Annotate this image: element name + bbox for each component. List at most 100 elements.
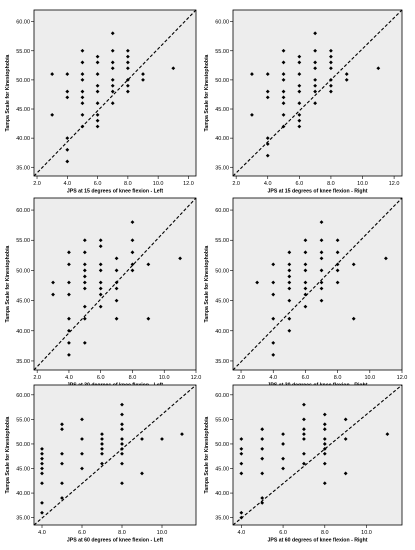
y-tick-label: 35.00 [16, 165, 30, 171]
data-point [260, 446, 265, 451]
data-point [82, 268, 87, 273]
x-tick-label: 2.0 [33, 181, 41, 187]
data-point [82, 280, 87, 285]
data-point [130, 262, 135, 267]
data-point [80, 124, 85, 129]
data-point [281, 101, 286, 106]
data-point [260, 437, 265, 441]
data-point [302, 451, 306, 456]
data-point [260, 427, 265, 432]
data-point [125, 89, 130, 94]
data-point [297, 72, 302, 76]
data-point [297, 118, 302, 123]
data-point [303, 304, 308, 309]
data-point [384, 256, 388, 261]
data-point [51, 280, 55, 285]
y-tick-label: 35.00 [16, 516, 30, 522]
data-point [120, 402, 124, 407]
data-point [125, 66, 130, 71]
data-point [322, 422, 327, 427]
data-point [40, 456, 44, 461]
data-point [329, 89, 333, 94]
y-tick-label: 60.00 [215, 208, 229, 214]
data-point [40, 500, 44, 505]
data-point [322, 481, 327, 486]
x-tick-label: 12.0 [191, 375, 202, 381]
data-point [110, 31, 115, 36]
data-point [260, 456, 265, 461]
data-point [95, 89, 100, 94]
y-tick-label: 50.00 [16, 78, 30, 84]
data-point [265, 89, 270, 94]
reference-line [232, 384, 403, 526]
data-point [160, 437, 164, 441]
data-point [281, 124, 286, 129]
data-point [319, 238, 324, 243]
data-point [271, 292, 276, 297]
data-point [297, 60, 302, 65]
data-point [120, 412, 124, 417]
data-point [178, 256, 183, 261]
data-point [120, 461, 124, 466]
data-point [335, 262, 340, 267]
data-point [60, 451, 64, 456]
data-point [120, 427, 124, 432]
data-point [287, 274, 292, 279]
data-point [82, 274, 87, 279]
data-point [65, 95, 70, 100]
y-tick-label: 55.00 [16, 417, 30, 423]
data-point [287, 280, 292, 285]
y-tick-label: 55.00 [16, 49, 30, 55]
data-point [146, 316, 151, 321]
data-point [67, 250, 71, 255]
y-tick-label: 60.00 [16, 20, 30, 26]
data-point [95, 83, 100, 88]
data-point [260, 496, 265, 500]
data-point [65, 89, 70, 94]
data-point [40, 451, 44, 456]
y-axis-label: Tampa Scale for Kinesiophobia [5, 416, 11, 493]
data-point [265, 153, 270, 158]
data-point [141, 72, 145, 76]
y-tick-label: 40.00 [215, 491, 229, 497]
data-point [239, 471, 244, 476]
data-point [297, 54, 302, 59]
data-point [265, 72, 270, 76]
data-point [313, 101, 318, 106]
reference-line [33, 9, 197, 177]
data-point [60, 481, 64, 486]
data-point [322, 451, 327, 456]
x-axis-label: JPS at 60 degrees of knee flexion - Left [67, 538, 164, 544]
data-point [271, 340, 276, 345]
data-point [110, 66, 115, 71]
data-point [80, 72, 85, 76]
data-point [65, 159, 70, 164]
data-point [125, 77, 130, 82]
x-tick-label: 4.0 [38, 530, 46, 536]
data-point [287, 262, 292, 267]
x-tick-label: 6.0 [302, 375, 310, 381]
data-point [171, 66, 176, 71]
data-point [80, 437, 84, 441]
data-point [100, 432, 104, 437]
data-point [287, 268, 292, 273]
x-tick-label: 6.0 [78, 530, 86, 536]
data-point [120, 437, 124, 441]
x-tick-label: 8.0 [124, 181, 132, 187]
data-point [80, 95, 85, 100]
data-point [302, 402, 306, 407]
data-point [313, 31, 318, 36]
data-point [329, 60, 333, 65]
data-point [120, 446, 124, 451]
x-tick-label: 10.0 [159, 375, 170, 381]
y-tick-label: 50.00 [215, 268, 229, 274]
y-tick-label: 35.00 [215, 359, 229, 365]
y-axis-label: Tampa Scale for Kinesiophobia [5, 245, 11, 322]
data-point [80, 451, 84, 456]
data-point [281, 48, 286, 53]
data-point [95, 118, 100, 123]
y-tick-label: 60.00 [16, 208, 30, 214]
data-point [125, 48, 130, 53]
